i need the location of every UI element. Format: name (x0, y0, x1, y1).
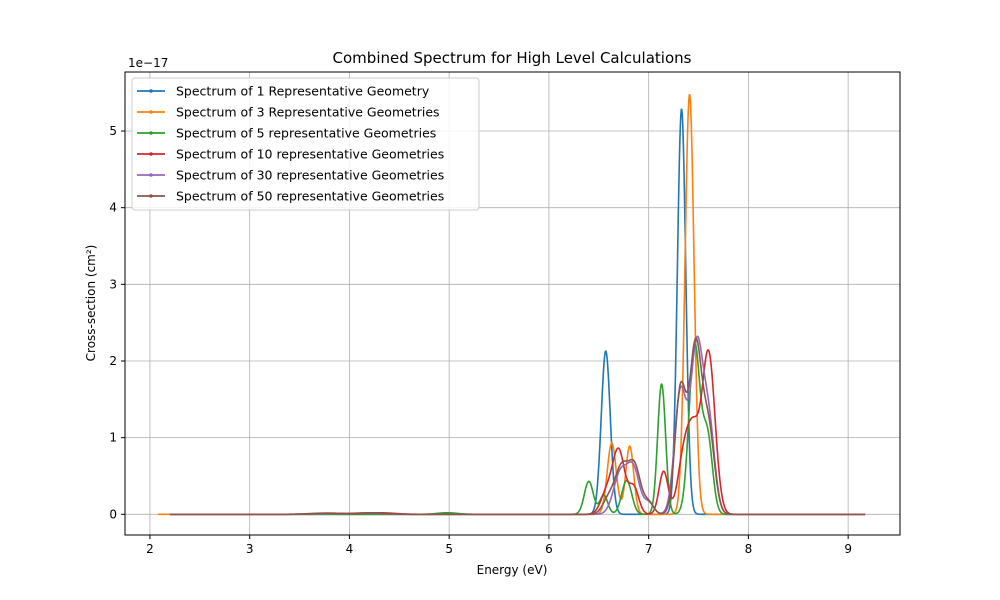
y-tick-label: 4 (109, 201, 117, 215)
legend-label: Spectrum of 30 representative Geometries (176, 168, 444, 183)
y-axis-label: Cross-section (cm²) (84, 245, 98, 362)
legend-label: Spectrum of 10 representative Geometries (176, 147, 444, 162)
plot-lines (157, 94, 866, 516)
legend-box (131, 77, 480, 211)
y-tick-label: 2 (109, 354, 117, 368)
x-tick-label: 8 (745, 542, 753, 556)
legend-label: Spectrum of 5 representative Geometries (176, 126, 436, 141)
x-axis: 2 3 4 5 6 7 8 9 (146, 535, 852, 556)
y-tick-label: 0 (109, 507, 117, 521)
x-tick-label: 6 (545, 542, 553, 556)
chart-title: Combined Spectrum for High Level Calcula… (333, 49, 692, 67)
x-tick-label: 7 (645, 542, 653, 556)
legend-label: Spectrum of 3 Representative Geometries (176, 105, 440, 120)
legend-marker (149, 152, 153, 156)
legend-marker (149, 194, 153, 198)
x-axis-label: Energy (eV) (477, 563, 548, 577)
x-tick-label: 4 (346, 542, 354, 556)
x-tick-label: 9 (844, 542, 852, 556)
legend-label: Spectrum of 50 representative Geometries (176, 189, 444, 204)
legend-label: Spectrum of 1 Representative Geometry (176, 84, 430, 99)
y-offset-label: 1e−17 (128, 56, 168, 70)
legend-marker (149, 110, 153, 114)
x-tick-label: 3 (246, 542, 254, 556)
y-axis: 0 1 2 3 4 5 (109, 124, 125, 521)
x-tick-label: 5 (445, 542, 453, 556)
plot-frame (124, 71, 901, 536)
x-tick-label: 2 (146, 542, 154, 556)
y-tick-label: 3 (109, 277, 117, 291)
legend-marker (149, 131, 153, 135)
legend-marker (149, 89, 153, 93)
y-tick-label: 5 (109, 124, 117, 138)
legend-marker (149, 173, 153, 177)
series-line-6 (169, 337, 866, 516)
y-tick-label: 1 (109, 431, 117, 445)
legend: Spectrum of 1 Representative Geometry Spe… (131, 77, 480, 211)
